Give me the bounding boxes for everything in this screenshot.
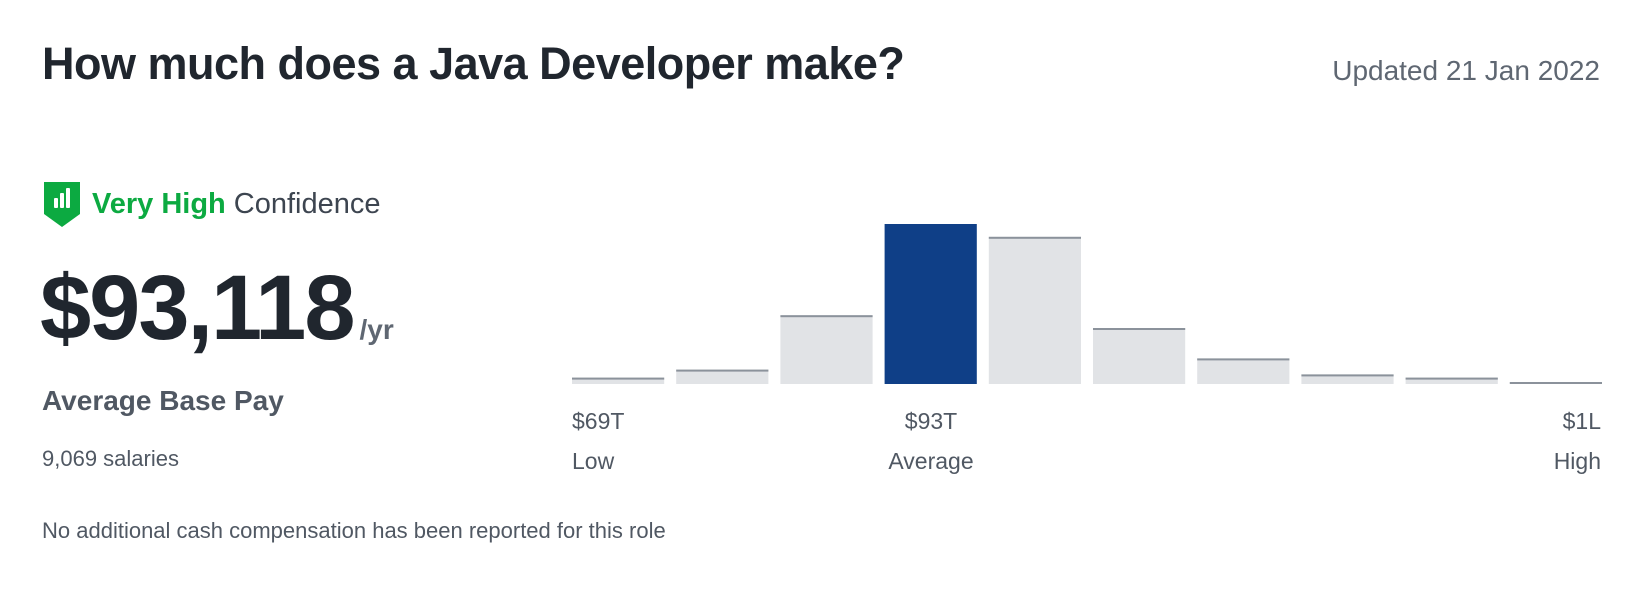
histogram-bar <box>988 236 1081 384</box>
histogram-bar <box>1405 377 1498 384</box>
histogram-bar-top <box>1093 328 1186 330</box>
histogram-bar <box>780 315 873 384</box>
tick-label-low: Low <box>572 448 615 474</box>
histogram-bar-top <box>1509 382 1602 384</box>
tick-value-low: $69T <box>572 408 625 434</box>
average-pay: $93,118 /yr <box>40 262 394 354</box>
compensation-note: No additional cash compensation has been… <box>42 518 666 543</box>
histogram-bar-top <box>1405 377 1498 380</box>
tick-label-high: High <box>1553 448 1601 474</box>
tick-value-high: $1L <box>1562 408 1601 434</box>
salary-histogram <box>572 224 1602 384</box>
confidence-label: Confidence <box>233 187 381 220</box>
histogram-bar-top <box>676 369 769 372</box>
pay-unit: /yr <box>359 314 394 345</box>
updated-date: Updated 21 Jan 2022 <box>1332 55 1600 86</box>
salary-count: 9,069 salaries <box>42 446 179 471</box>
histogram-bar-top <box>572 377 665 380</box>
histogram-bar-top <box>780 315 873 318</box>
pay-amount: $93,118 <box>40 257 355 359</box>
histogram-bar <box>572 377 665 384</box>
shield-bar-chart-icon <box>44 182 80 227</box>
pay-label: Average Base Pay <box>42 385 284 416</box>
tick-label-average: Average <box>888 448 974 474</box>
histogram-bar-average <box>884 224 977 384</box>
histogram-bar-top <box>1197 358 1290 361</box>
tick-value-average: $93T <box>904 408 958 434</box>
histogram-bar <box>676 369 769 384</box>
histogram-bar <box>1093 328 1186 384</box>
confidence-level: Very High <box>92 187 226 220</box>
page-title: How much does a Java Developer make? <box>42 38 905 89</box>
histogram-bar <box>1301 374 1394 384</box>
confidence-indicator: Very High Confidence <box>42 180 381 228</box>
histogram-bar-top <box>1301 374 1394 377</box>
histogram-bar-top <box>988 236 1081 239</box>
histogram-bar <box>1197 358 1290 384</box>
